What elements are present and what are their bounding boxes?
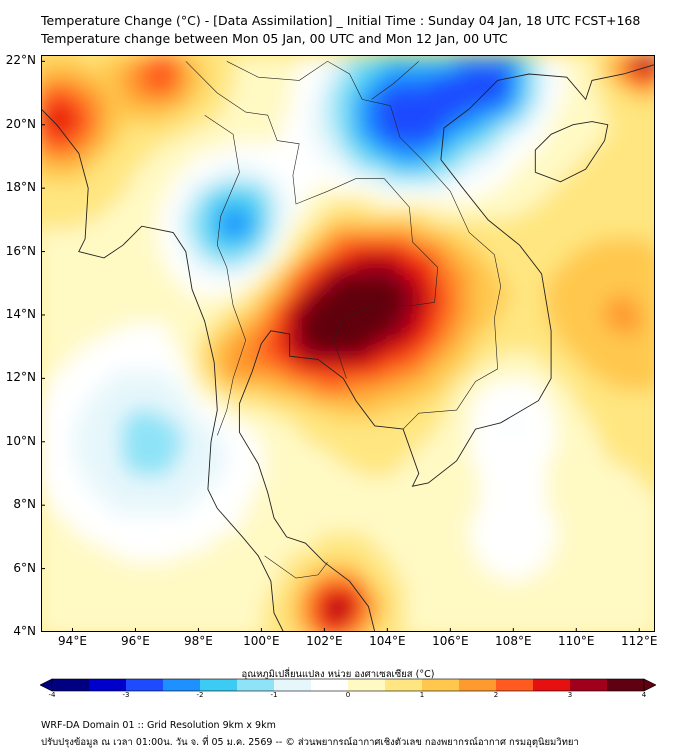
coastlines-and-borders bbox=[41, 60, 655, 632]
colorbar-segment bbox=[348, 679, 386, 691]
lat-tick-label: 8°N bbox=[13, 497, 36, 512]
colorbar-tick-label: 3 bbox=[567, 691, 573, 699]
colorbar-segment bbox=[52, 679, 90, 691]
lon-tick-label: 98°E bbox=[183, 634, 213, 648]
lon-tick-label: 110°E bbox=[558, 634, 595, 648]
lon-tick-label: 96°E bbox=[121, 634, 150, 648]
map-subtitle: Temperature change between Mon 05 Jan, 0… bbox=[41, 31, 508, 46]
colorbar-segment bbox=[163, 679, 201, 691]
colorbar-high-arrow bbox=[643, 678, 656, 692]
colorbar-low-arrow bbox=[40, 678, 53, 692]
temperature-field bbox=[41, 56, 655, 632]
colorbar-outline bbox=[51, 678, 645, 692]
lat-tick-label: 14°N bbox=[5, 306, 36, 321]
lat-tick-label: 20°N bbox=[5, 116, 36, 131]
map-frame bbox=[41, 55, 655, 632]
colorbar-tick-label: -1 bbox=[270, 691, 278, 699]
lat-tick-label: 18°N bbox=[5, 180, 36, 195]
colorbar-tick-label: -4 bbox=[48, 691, 56, 699]
colorbar-segment bbox=[422, 679, 460, 691]
colorbar-segment bbox=[89, 679, 127, 691]
colorbar-tick-label: 4 bbox=[641, 691, 647, 699]
lon-tick-label: 102°E bbox=[306, 634, 343, 648]
lat-tick-label: 10°N bbox=[5, 433, 36, 448]
colorbar-segment bbox=[607, 679, 645, 691]
colorbar-label: อุณหภูมิเปลี่ยนแปลง หน่วย องศาเซลเซียส (… bbox=[241, 669, 435, 680]
colorbar-segment bbox=[311, 679, 349, 691]
lon-tick-label: 106°E bbox=[432, 634, 469, 648]
colorbar-tick-label: 0 bbox=[345, 691, 351, 699]
lat-tick-label: 12°N bbox=[5, 370, 36, 385]
colorbar-segment bbox=[200, 679, 238, 691]
lat-tick-label: 4°N bbox=[13, 624, 36, 638]
colorbar-segment bbox=[459, 679, 497, 691]
lon-tick-label: 104°E bbox=[369, 634, 406, 648]
lat-tick-label: 16°N bbox=[5, 243, 36, 258]
colorbar-tick-label: -3 bbox=[122, 691, 130, 699]
temperature-change-map bbox=[41, 55, 655, 632]
colorbar-segment bbox=[274, 679, 312, 691]
map-canvas bbox=[41, 55, 655, 632]
model-info: WRF-DA Domain 01 :: Grid Resolution 9km … bbox=[41, 720, 276, 731]
colorbar bbox=[40, 678, 656, 692]
map-title: Temperature Change (°C) - [Data Assimila… bbox=[41, 13, 641, 28]
lat-tick-label: 6°N bbox=[13, 560, 36, 575]
lon-tick-label: 100°E bbox=[243, 634, 280, 648]
colorbar-segment bbox=[126, 679, 164, 691]
lat-tick-label: 22°N bbox=[5, 53, 36, 68]
lon-tick-label: 112°E bbox=[621, 634, 658, 648]
lon-tick-label: 94°E bbox=[58, 634, 87, 648]
colorbar-segment bbox=[533, 679, 571, 691]
colorbar-tick-label: -2 bbox=[196, 691, 204, 699]
colorbar-segment bbox=[570, 679, 608, 691]
colorbar-segment bbox=[237, 679, 275, 691]
colorbar-segment bbox=[496, 679, 534, 691]
credit-line: ปรับปรุงข้อมูล ณ เวลา 01:00น. วัน จ. ที่… bbox=[41, 737, 579, 748]
colorbar-tick-label: 1 bbox=[419, 691, 425, 699]
lon-tick-label: 108°E bbox=[495, 634, 532, 648]
colorbar-tick-label: 2 bbox=[493, 691, 499, 699]
colorbar-segment bbox=[385, 679, 423, 691]
